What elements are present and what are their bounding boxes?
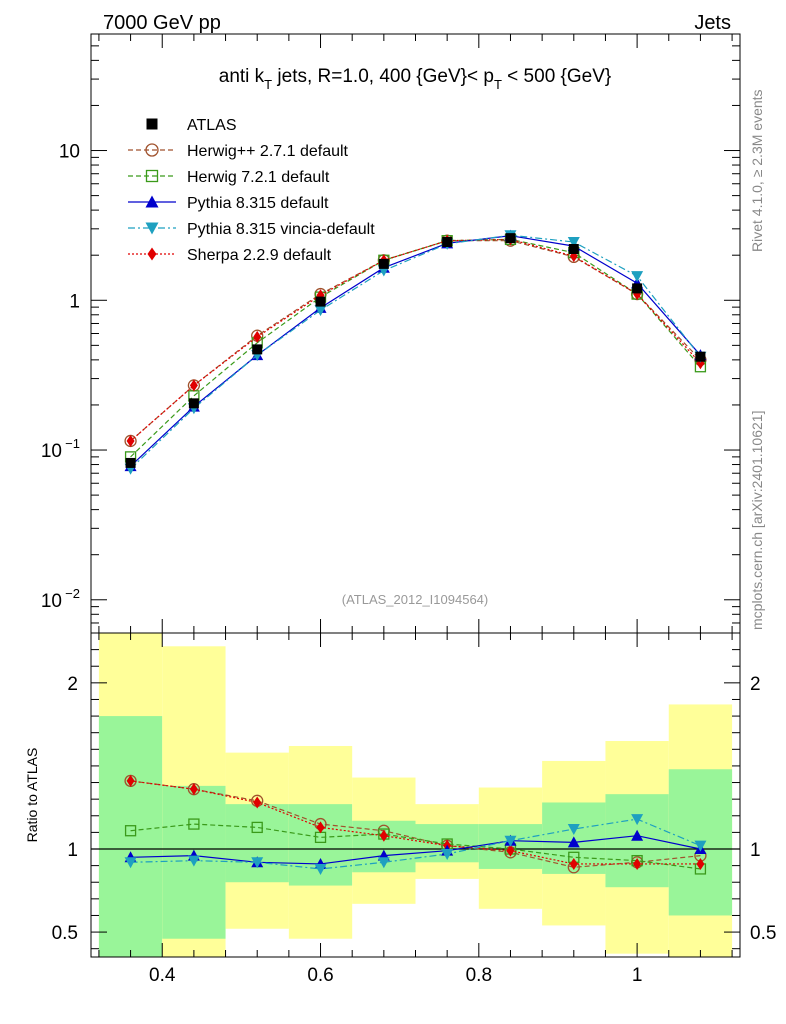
legend-marker-pythia-8-315-default [145, 195, 159, 208]
legend-label-pythia-8-315-default: Pythia 8.315 default [187, 195, 329, 212]
y-tick-label-ratio-right: 0.5 [750, 923, 776, 944]
legend-marker-sherpa-2-2-9-default [147, 247, 157, 261]
ratio-point-pythia-8-315-default [631, 829, 644, 841]
ratio-point-herwig-7-2-1-default [124, 825, 137, 837]
ratio-line-sherpa-2-2-9-default [130, 780, 701, 865]
legend-marker-herwig-7-2-1-default [145, 169, 159, 183]
y-tick-label-ratio-right: 2 [750, 674, 761, 695]
series-group [124, 229, 707, 875]
ratio-point-pythia-8-315-vincia-default [124, 857, 137, 869]
plot-title-a: anti k [219, 66, 265, 87]
point-pythia-8-315-vincia-default [314, 305, 327, 317]
legend: ATLAS Herwig++ 2.7.1 default Herwig 7.2.1 … [128, 117, 375, 264]
series-line-sherpa-2-2-9-default [130, 238, 701, 442]
point-atlas [442, 237, 453, 248]
legend-label-herwig-7-2-1-default: Herwig 7.2.1 default [187, 169, 330, 186]
ratio-point-pythia-8-315-vincia-default [567, 824, 580, 836]
ratio-line-pythia-8-315-default [130, 835, 701, 865]
green-band-0 [98, 716, 163, 957]
x-tick-label: 1 [632, 965, 643, 986]
ratio-point-pythia-8-315-vincia-default [631, 814, 644, 826]
ratio-ylabel: Ratio to ATLAS [24, 748, 40, 843]
point-sherpa-2-2-9-default [189, 379, 198, 392]
x-tick-label: 0.4 [149, 965, 176, 986]
point-sherpa-2-2-9-default [253, 330, 262, 343]
ratio-point-sherpa-2-2-9-default [253, 796, 262, 809]
y-tick-label-ratio: 0.5 [52, 923, 78, 944]
ratio-point-pythia-8-315-vincia-default [377, 857, 390, 869]
ratio-point-pythia-8-315-vincia-default [314, 863, 327, 875]
ratio-point-pythia-8-315-vincia-default [694, 840, 707, 852]
y-tick-label-ratio-right: 1 [750, 840, 761, 861]
ratio-point-pythia-8-315-default [567, 836, 580, 848]
green-band-2 [225, 804, 289, 883]
legend-label-herwig-2-7-1-default: Herwig++ 2.7.1 default [187, 143, 349, 160]
y-tick-label-main: 10 [41, 591, 62, 612]
y-tick-label-ratio: 1 [67, 840, 78, 861]
x-tick-label: 0.6 [307, 965, 333, 986]
series-line-pythia-8-315-default [130, 235, 701, 467]
point-atlas [315, 296, 326, 307]
plot-title-a-sub: T [264, 77, 272, 92]
ratio-point-pythia-8-315-vincia-default [251, 857, 264, 869]
header-left: 7000 GeV pp [103, 12, 221, 34]
ratio-point-sherpa-2-2-9-default [316, 821, 325, 834]
legend-label-atlas: ATLAS [187, 117, 237, 134]
ratio-point-sherpa-2-2-9-default [633, 857, 642, 870]
side-label-rivet: Rivet 4.1.0, ≥ 2.3M events [749, 89, 765, 252]
header-right: Jets [694, 12, 731, 34]
ratio-point-sherpa-2-2-9-default [569, 857, 578, 870]
point-pythia-8-315-vincia-default [567, 237, 580, 249]
analysis-watermark: (ATLAS_2012_I1094564) [342, 592, 488, 607]
legend-label-sherpa-2-2-9-default: Sherpa 2.2.9 default [187, 247, 332, 264]
y-tick-label-exp: −2 [65, 586, 80, 601]
ratio-point-sherpa-2-2-9-default [379, 829, 388, 842]
ratio-point-sherpa-2-2-9-default [126, 774, 135, 787]
y-tick-label-main: 10 [59, 142, 80, 163]
point-atlas [378, 258, 389, 269]
side-label-mcplots: mcplots.cern.ch [arXiv:2401.10621] [749, 411, 765, 630]
series-line-pythia-8-315-vincia-default [130, 234, 701, 470]
plot-title-c: < 500 {GeV} [502, 66, 611, 87]
ratio-point-sherpa-2-2-9-default [189, 783, 198, 796]
legend-marker-pythia-8-315-vincia-default [145, 222, 159, 235]
point-atlas [568, 244, 579, 255]
ratio-point-sherpa-2-2-9-default [506, 844, 515, 857]
plot-title: anti kT jets, R=1.0, 400 {GeV}< pT < 500… [219, 66, 612, 92]
ratio-point-pythia-8-315-vincia-default [187, 855, 200, 867]
series-line-herwig-7-2-1-default [130, 238, 701, 458]
ratio-line-herwig-2-7-1-default [130, 780, 701, 868]
x-tick-label: 0.8 [466, 965, 492, 986]
ratio-point-sherpa-2-2-9-default [696, 857, 705, 870]
legend-label-pythia-8-315-vincia-default: Pythia 8.315 vincia-default [187, 221, 375, 238]
point-atlas [505, 233, 516, 244]
plot-title-b: jets, R=1.0, 400 {GeV}< p [272, 66, 494, 87]
legend-marker-atlas [146, 118, 158, 130]
y-tick-label-main: 1 [69, 291, 80, 312]
point-sherpa-2-2-9-default [126, 434, 135, 447]
plot-title-b-sub: T [494, 77, 502, 92]
legend-marker-herwig-2-7-1-default [145, 143, 159, 157]
y-tick-label-ratio: 2 [67, 674, 78, 695]
ratio-line-pythia-8-315-vincia-default [130, 818, 701, 870]
point-atlas [252, 344, 263, 355]
ratio-point-herwig-7-2-1-default [251, 821, 263, 834]
point-atlas [125, 457, 136, 468]
point-atlas [695, 351, 706, 362]
point-atlas [632, 283, 643, 294]
point-pythia-8-315-vincia-default [631, 271, 644, 283]
y-tick-label-exp: −1 [65, 436, 80, 451]
ratio-point-herwig-7-2-1-default [188, 818, 200, 830]
y-tick-label-main: 10 [41, 441, 62, 462]
ratio-point-pythia-8-315-vincia-default [504, 835, 517, 847]
ratio-point-pythia-8-315-vincia-default [441, 848, 454, 860]
point-atlas [188, 398, 199, 409]
